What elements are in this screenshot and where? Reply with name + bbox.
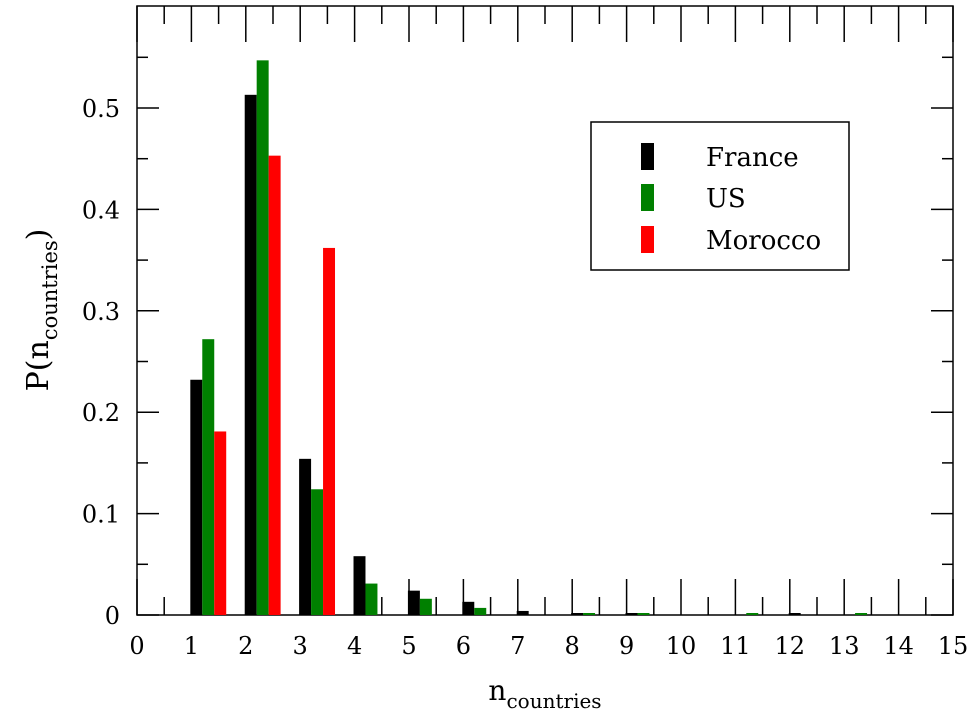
y-tick-label: 0.5 xyxy=(82,95,120,123)
x-tick-label: 5 xyxy=(401,632,416,660)
legend-swatch-morocco xyxy=(641,226,654,253)
x-axis-label-main: n xyxy=(488,674,506,707)
x-tick-label: 3 xyxy=(293,632,308,660)
x-tick-label: 1 xyxy=(184,632,199,660)
bar-us-4 xyxy=(365,583,378,615)
bar-us-13 xyxy=(855,613,868,615)
y-axis-label-close: ) xyxy=(21,229,56,241)
bar-france-7 xyxy=(516,610,529,615)
x-tick-label: 10 xyxy=(666,632,697,660)
x-tick-label: 8 xyxy=(565,632,580,660)
y-tick-label: 0.1 xyxy=(82,501,120,529)
bar-us-3 xyxy=(311,489,324,615)
legend-label-morocco: Morocco xyxy=(706,226,821,256)
legend-label-us: US xyxy=(706,184,746,214)
bar-france-3 xyxy=(299,458,312,615)
bar-france-1 xyxy=(190,379,203,615)
bar-morocco-2 xyxy=(268,155,281,615)
x-tick-label: 4 xyxy=(347,632,362,660)
bar-us-6 xyxy=(474,607,487,615)
x-tick-label: 6 xyxy=(456,632,471,660)
bar-france-5 xyxy=(407,590,420,615)
bar-us-11 xyxy=(746,613,759,615)
x-tick-label: 15 xyxy=(938,632,969,660)
y-axis-label: P(ncountries) xyxy=(21,229,62,392)
x-tick-label: 14 xyxy=(883,632,914,660)
x-tick-label: 0 xyxy=(129,632,144,660)
x-axis-label: ncountries xyxy=(488,674,601,713)
bars xyxy=(190,60,868,616)
legend-swatch-france xyxy=(641,143,654,170)
y-tick-label: 0.3 xyxy=(82,298,120,326)
x-tick-label: 9 xyxy=(619,632,634,660)
bar-france-9 xyxy=(625,613,638,615)
y-tick-label: 0.4 xyxy=(82,196,120,224)
bar-france-4 xyxy=(353,556,366,615)
y-tick-label: 0 xyxy=(105,602,120,630)
bar-france-8 xyxy=(571,613,584,615)
bar-us-9 xyxy=(637,613,650,615)
x-tick-label: 12 xyxy=(775,632,806,660)
bar-us-1 xyxy=(202,339,215,615)
x-tick-label: 11 xyxy=(720,632,751,660)
x-axis-label-sub: countries xyxy=(506,689,601,713)
bar-france-2 xyxy=(244,94,257,616)
bar-france-12 xyxy=(788,613,801,615)
x-tick-label: 7 xyxy=(510,632,525,660)
legend-label-france: France xyxy=(706,143,799,173)
bar-morocco-1 xyxy=(214,431,227,615)
bar-france-6 xyxy=(462,601,475,615)
y-axis-label-sub: countries xyxy=(38,240,62,340)
y-axis-label-main: P(n xyxy=(21,340,56,391)
y-tick-label: 0.2 xyxy=(82,399,120,427)
x-tick-label: 13 xyxy=(829,632,860,660)
bar-us-5 xyxy=(419,598,432,615)
legend: France US Morocco xyxy=(590,121,850,271)
bar-us-2 xyxy=(256,60,269,616)
bar-us-8 xyxy=(583,613,596,615)
x-tick-label: 2 xyxy=(238,632,253,660)
bar-morocco-3 xyxy=(323,247,336,615)
legend-swatch-us xyxy=(641,184,654,211)
legend-box xyxy=(590,121,850,271)
